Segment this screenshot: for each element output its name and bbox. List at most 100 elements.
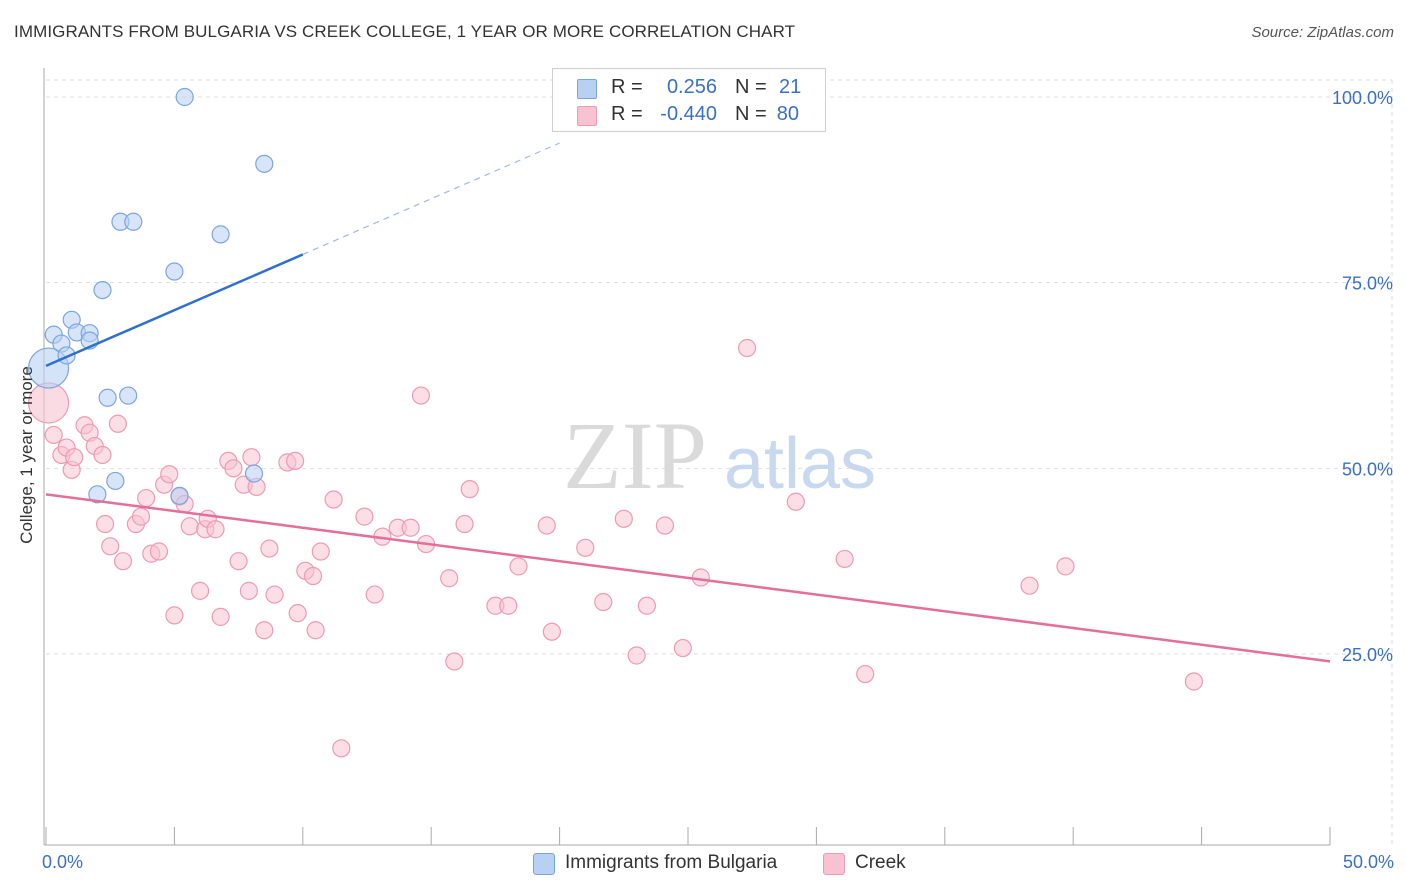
bulgaria-trend-extension <box>302 142 560 255</box>
creek-point <box>691 568 710 587</box>
bulgaria-point <box>165 262 184 281</box>
x-tick-max: 50.0% <box>1342 852 1394 872</box>
x-tick-min: 0.0% <box>42 852 84 872</box>
creek-point <box>355 507 374 526</box>
bulgaria-point <box>88 485 107 504</box>
creek-point <box>786 492 805 511</box>
bulgaria-swatch <box>577 79 597 99</box>
creek-r-value: -0.440 <box>660 103 717 125</box>
legend-n-label: N = <box>735 103 767 125</box>
creek-point <box>445 652 464 671</box>
creek-point <box>499 596 518 615</box>
creek-swatch <box>577 106 597 126</box>
creek-point <box>737 338 757 358</box>
creek-point <box>137 488 156 508</box>
creek-legend-swatch <box>823 853 845 875</box>
creek-trend-line <box>45 493 1331 663</box>
creek-point <box>65 448 84 467</box>
creek-point <box>44 425 63 445</box>
creek-point <box>673 638 692 658</box>
creek-point <box>95 514 115 534</box>
creek-point <box>113 552 133 571</box>
legend-r-label: R = <box>611 103 643 125</box>
bulgaria-point <box>244 464 264 483</box>
creek-point <box>537 516 556 535</box>
y-tick-label: 50.0% <box>1342 459 1393 479</box>
creek-point <box>1184 672 1203 691</box>
legend-row-creek: R = -0.440 N = 80 <box>553 102 825 128</box>
watermark: ZIP atlas <box>563 402 876 509</box>
creek-point <box>239 581 258 600</box>
bulgaria-legend-label: Immigrants from Bulgaria <box>565 852 778 873</box>
creek-point <box>93 445 112 465</box>
bulgaria-point <box>93 280 112 300</box>
creek-point <box>211 607 230 626</box>
creek-point <box>835 549 854 569</box>
creek-point <box>365 585 384 604</box>
bulgaria-n-value: 21 <box>779 76 802 98</box>
bulgaria-point <box>106 471 125 491</box>
creek-point <box>411 386 431 405</box>
creek-point <box>101 537 120 556</box>
creek-point <box>542 622 561 641</box>
creek-point <box>440 569 459 588</box>
creek-point <box>627 646 646 665</box>
bulgaria-trend-line <box>45 253 304 367</box>
creek-point <box>856 664 875 684</box>
creek-point <box>255 621 274 640</box>
creek-point <box>1020 576 1039 595</box>
creek-point <box>224 459 243 478</box>
y-tick-label: 25.0% <box>1342 645 1393 665</box>
bulgaria-r-value: 0.256 <box>666 76 717 98</box>
legend-row-bulgaria: R = 0.256 N = 21 <box>553 75 825 101</box>
y-tick-labels: 25.0% 50.0% 75.0% 100.0% <box>1332 88 1393 665</box>
creek-point <box>576 538 595 557</box>
creek-point <box>108 414 128 433</box>
correlation-legend: R = 0.256 N = 21 R = -0.440 N = 80 <box>552 68 826 132</box>
bulgaria-point <box>98 388 117 407</box>
bulgaria-point <box>119 386 138 405</box>
creek-point <box>288 604 307 623</box>
creek-point <box>460 480 479 499</box>
creek-point <box>455 514 474 534</box>
creek-point <box>242 448 261 467</box>
creek-point <box>614 509 633 528</box>
creek-legend-label: Creek <box>855 852 906 873</box>
watermark-atlas: atlas <box>724 424 876 504</box>
bulgaria-point <box>255 154 274 173</box>
creek-point <box>285 451 305 471</box>
data-points <box>27 87 1203 758</box>
creek-point <box>306 621 325 640</box>
trend-lines <box>45 142 1331 663</box>
creek-point <box>655 516 674 535</box>
creek-point <box>401 518 420 537</box>
creek-point <box>190 581 210 600</box>
bulgaria-legend-swatch <box>533 853 555 875</box>
creek-point <box>594 592 613 612</box>
watermark-zip: ZIP <box>563 402 707 509</box>
creek-point <box>160 465 179 484</box>
creek-n-value: 80 <box>776 103 799 125</box>
creek-point <box>180 517 199 536</box>
creek-point <box>131 507 151 526</box>
creek-point <box>324 490 343 509</box>
chart-title: IMMIGRANTS FROM BULGARIA VS CREEK COLLEG… <box>14 22 796 41</box>
bulgaria-point <box>175 87 194 107</box>
bulgaria-point <box>124 212 143 231</box>
creek-point <box>311 542 330 561</box>
bulgaria-point <box>170 486 189 505</box>
creek-point <box>509 557 528 576</box>
creek-point <box>165 606 184 625</box>
y-axis-title: College, 1 year or more <box>17 366 36 544</box>
y-tick-label: 100.0% <box>1332 88 1393 108</box>
creek-point <box>229 552 248 571</box>
creek-point <box>637 596 657 615</box>
bulgaria-point <box>211 225 230 244</box>
creek-point <box>303 566 323 586</box>
source-label: Source: ZipAtlas.com <box>1251 24 1394 41</box>
y-tick-label: 75.0% <box>1342 274 1393 294</box>
creek-point <box>206 520 225 539</box>
legend-r-label: R = <box>611 76 643 98</box>
creek-point <box>1056 557 1075 576</box>
